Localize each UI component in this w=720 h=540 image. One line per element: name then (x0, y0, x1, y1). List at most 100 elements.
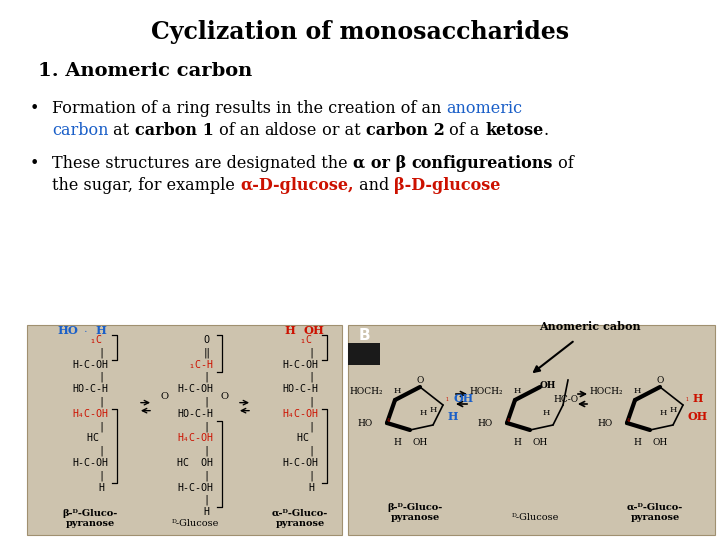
Text: |: | (75, 421, 105, 431)
Text: configureations: configureations (412, 155, 553, 172)
Text: OH: OH (540, 381, 557, 389)
Text: ketose: ketose (485, 122, 544, 139)
Text: Formation of a ring results in the creation of an: Formation of a ring results in the creat… (52, 100, 446, 117)
Text: O: O (416, 376, 423, 385)
Text: H: H (393, 438, 401, 447)
Text: H₄C-OH: H₄C-OH (282, 409, 318, 419)
Text: ‖: ‖ (180, 347, 210, 358)
Bar (348, 343, 380, 365)
Bar (348, 325, 715, 535)
Text: HOCH₂: HOCH₂ (590, 387, 623, 395)
Text: HO: HO (57, 325, 78, 336)
Text: H₄C-OH: H₄C-OH (177, 434, 213, 443)
Text: H-C-OH: H-C-OH (177, 483, 213, 492)
Text: β-ᴰ-Gluco-
pyranose: β-ᴰ-Gluco- pyranose (63, 509, 117, 528)
Text: ₄: ₄ (506, 416, 510, 424)
Text: H: H (420, 409, 428, 417)
Text: HC  OH: HC OH (177, 458, 213, 468)
Text: ₁C: ₁C (288, 335, 312, 345)
Text: .: . (544, 122, 549, 139)
Text: |: | (180, 446, 210, 456)
Text: ₁C: ₁C (78, 335, 102, 345)
Text: H-C-OH: H-C-OH (282, 360, 318, 369)
Text: H: H (543, 409, 550, 417)
Text: |: | (285, 372, 315, 382)
Text: H: H (513, 438, 521, 447)
Text: carbon 1: carbon 1 (135, 122, 214, 139)
Text: HOCH₂: HOCH₂ (349, 387, 383, 395)
Text: or at: or at (317, 122, 366, 139)
Text: |: | (285, 421, 315, 431)
Text: O: O (657, 376, 664, 385)
Text: HO: HO (358, 418, 373, 428)
Text: α or β: α or β (353, 155, 412, 172)
Text: |: | (180, 372, 210, 382)
Text: aldose: aldose (264, 122, 317, 139)
Text: O: O (161, 392, 169, 401)
Text: H-C-OH: H-C-OH (177, 384, 213, 394)
Bar (27, 325, 342, 535)
Text: H: H (284, 325, 295, 336)
Text: |: | (285, 470, 315, 481)
Text: HO-C-H: HO-C-H (72, 384, 108, 394)
Text: carbon: carbon (52, 122, 109, 139)
Text: These structures are designated the: These structures are designated the (52, 155, 353, 172)
Text: |: | (285, 446, 315, 456)
Text: |: | (75, 396, 105, 407)
Text: OH: OH (652, 438, 667, 447)
Text: HO: HO (598, 418, 613, 428)
Text: |: | (180, 396, 210, 407)
Text: HC-O: HC-O (553, 395, 578, 404)
Text: H: H (693, 394, 703, 404)
Text: HC: HC (81, 434, 99, 443)
Text: carbon 2: carbon 2 (366, 122, 444, 139)
Text: β-D-glucose: β-D-glucose (394, 177, 500, 194)
Text: OH: OH (688, 411, 708, 422)
Text: H-C-OH: H-C-OH (72, 458, 108, 468)
Text: ᴰ-Glucose: ᴰ-Glucose (171, 519, 219, 528)
Text: α-ᴰ-Gluco-
pyranose: α-ᴰ-Gluco- pyranose (272, 509, 328, 528)
Text: H: H (393, 387, 401, 395)
Text: ₁: ₁ (686, 395, 689, 403)
Text: |: | (180, 421, 210, 431)
Text: OH: OH (304, 325, 325, 336)
Text: of: of (553, 155, 574, 172)
Text: ₁: ₁ (446, 395, 449, 403)
Text: |: | (180, 495, 210, 505)
Text: H: H (75, 483, 105, 492)
Text: of an: of an (214, 122, 264, 139)
Text: H: H (448, 411, 459, 422)
Text: β-ᴰ-Gluco-
pyranose: β-ᴰ-Gluco- pyranose (387, 503, 443, 522)
Text: ᴰ-Glucose: ᴰ-Glucose (511, 513, 559, 522)
Text: H-C-OH: H-C-OH (282, 458, 318, 468)
Text: |: | (285, 347, 315, 358)
Text: |: | (75, 372, 105, 382)
Text: .: . (78, 325, 87, 334)
Text: α-ᴰ-Gluco-
pyranose: α-ᴰ-Gluco- pyranose (627, 503, 683, 522)
Text: |: | (75, 347, 105, 358)
Text: the sugar, for example: the sugar, for example (52, 177, 240, 194)
Text: H: H (633, 438, 641, 447)
Text: |: | (75, 446, 105, 456)
Text: Anomeric cabon: Anomeric cabon (539, 321, 641, 332)
Text: OH: OH (532, 438, 548, 447)
Text: α-D-glucose,: α-D-glucose, (240, 177, 354, 194)
Text: HOCH₂: HOCH₂ (469, 387, 503, 395)
Text: Cyclization of monosaccharides: Cyclization of monosaccharides (151, 20, 569, 44)
Text: 1. Anomeric carbon: 1. Anomeric carbon (38, 62, 252, 80)
Text: ₄: ₄ (387, 416, 390, 424)
Text: H: H (660, 409, 667, 417)
Text: H: H (430, 406, 437, 414)
Text: HO-C-H: HO-C-H (282, 384, 318, 394)
Text: ₁C-H: ₁C-H (177, 360, 213, 369)
Text: HC: HC (291, 434, 309, 443)
Text: H: H (670, 406, 678, 414)
Text: H: H (513, 387, 521, 395)
Text: of a: of a (444, 122, 485, 139)
Text: ₄: ₄ (626, 416, 629, 424)
Text: OH: OH (453, 394, 473, 404)
Text: H: H (95, 325, 106, 336)
Text: anomeric: anomeric (446, 100, 523, 117)
Text: H: H (180, 507, 210, 517)
Text: and: and (354, 177, 394, 194)
